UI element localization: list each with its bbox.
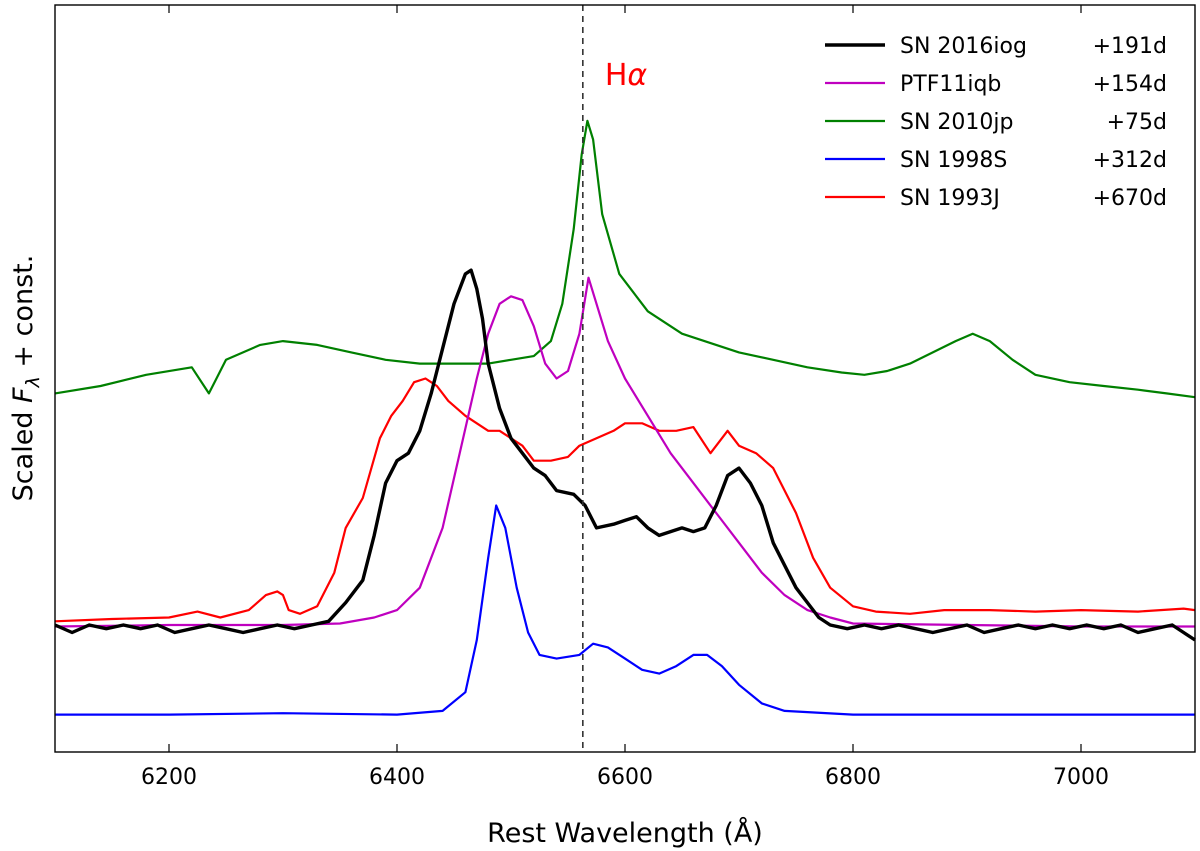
legend: SN 2016iog +191d PTF11iqb +154d SN 2010jp +75… <box>825 34 1167 211</box>
legend-label-sn-2016iog: SN 2016iog <box>900 34 1027 59</box>
halpha-label: Hα <box>605 58 648 93</box>
x-axis-label: Rest Wavelength (Å) <box>487 817 763 849</box>
series-layer <box>54 119 1196 716</box>
legend-phase-ptf11iqb: +154d <box>1093 72 1167 97</box>
halpha-label-greek: α <box>627 58 647 93</box>
legend-label-ptf11iqb: PTF11iqb <box>900 72 1001 97</box>
x-tick-label-7000: 7000 <box>1053 765 1109 790</box>
legend-phase-sn-2016iog: +191d <box>1093 34 1167 59</box>
series-line-sn-2010jp <box>54 119 1196 399</box>
legend-label-sn-1998s: SN 1998S <box>900 148 1007 173</box>
legend-phase-sn-2010jp: +75d <box>1107 110 1167 135</box>
x-axis-ticks: 6200 6400 6600 6800 7000 <box>141 5 1109 790</box>
x-tick-label-6800: 6800 <box>825 765 881 790</box>
legend-phase-sn-1998s: +312d <box>1093 148 1167 173</box>
series-line-ptf11iqb <box>54 276 1195 628</box>
x-tick-label-6200: 6200 <box>141 765 197 790</box>
y-axis-label: Scaled Fλ + const. <box>8 255 44 502</box>
x-tick-label-6400: 6400 <box>369 765 425 790</box>
legend-label-sn-1993j: SN 1993J <box>900 186 1000 211</box>
series-line-sn-1993j <box>54 377 1196 623</box>
legend-phase-sn-1993j: +670d <box>1093 186 1167 211</box>
x-tick-label-6600: 6600 <box>597 765 653 790</box>
halpha-label-base: H <box>605 58 628 93</box>
series-line-sn-2016iog <box>54 268 1196 642</box>
series-line-sn-1998s <box>55 504 1195 716</box>
legend-label-sn-2010jp: SN 2010jp <box>900 110 1013 135</box>
